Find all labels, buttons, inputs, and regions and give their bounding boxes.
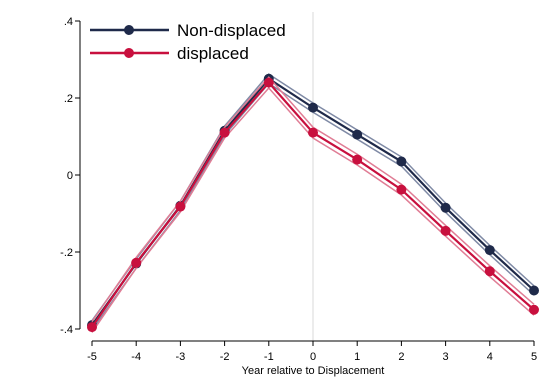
x-tick-label: -5 [87, 351, 97, 363]
x-tick-label: -3 [176, 351, 186, 363]
data-point [396, 156, 407, 167]
x-tick-label: 1 [354, 351, 360, 363]
legend-item: Non-displaced [90, 21, 286, 40]
ci-lower-line [91, 86, 535, 333]
legend-marker [124, 25, 134, 35]
data-point [396, 184, 407, 195]
x-tick-label: 3 [443, 351, 449, 363]
data-point [352, 129, 363, 140]
x-tick-label: -4 [131, 351, 141, 363]
data-point [440, 225, 451, 236]
series-displaced [87, 76, 539, 333]
data-point [219, 127, 230, 138]
data-point [308, 127, 318, 138]
data-point [352, 154, 363, 165]
data-point [440, 202, 451, 213]
y-tick-label: 0 [67, 170, 73, 182]
data-point [131, 257, 142, 268]
axes-layer: -.4 -.2 0 .2 .4 -5 -4 -3 -2 -1 0 1 2 3 4 5 [60, 16, 537, 363]
x-tick-label: -1 [264, 351, 274, 363]
series-layer [87, 73, 539, 333]
legend-label: displaced [177, 44, 249, 63]
data-point [529, 304, 539, 315]
x-tick-label: 2 [398, 351, 404, 363]
data-point [87, 322, 97, 333]
y-tick-label: -.4 [60, 324, 73, 336]
data-point [484, 245, 495, 256]
data-point [484, 266, 495, 277]
data-point [308, 102, 318, 113]
legend-marker [124, 48, 134, 58]
data-point [529, 285, 539, 296]
x-axis-title: Year relative to Displacement [242, 365, 385, 377]
y-tick-label: .2 [64, 93, 73, 105]
y-tick-label: .4 [64, 16, 73, 28]
x-tick-label: -2 [220, 351, 230, 363]
x-tick-label: 0 [310, 351, 316, 363]
legend-item: displaced [90, 44, 249, 63]
data-point [175, 201, 186, 212]
legend-label: Non-displaced [177, 21, 286, 40]
x-tick-label: 4 [487, 351, 493, 363]
legend: Non-displaced displaced [90, 21, 286, 63]
ci-upper-line [91, 76, 535, 323]
x-tick-label: 5 [531, 351, 537, 363]
y-tick-label: -.2 [60, 247, 73, 259]
data-point [263, 77, 274, 88]
